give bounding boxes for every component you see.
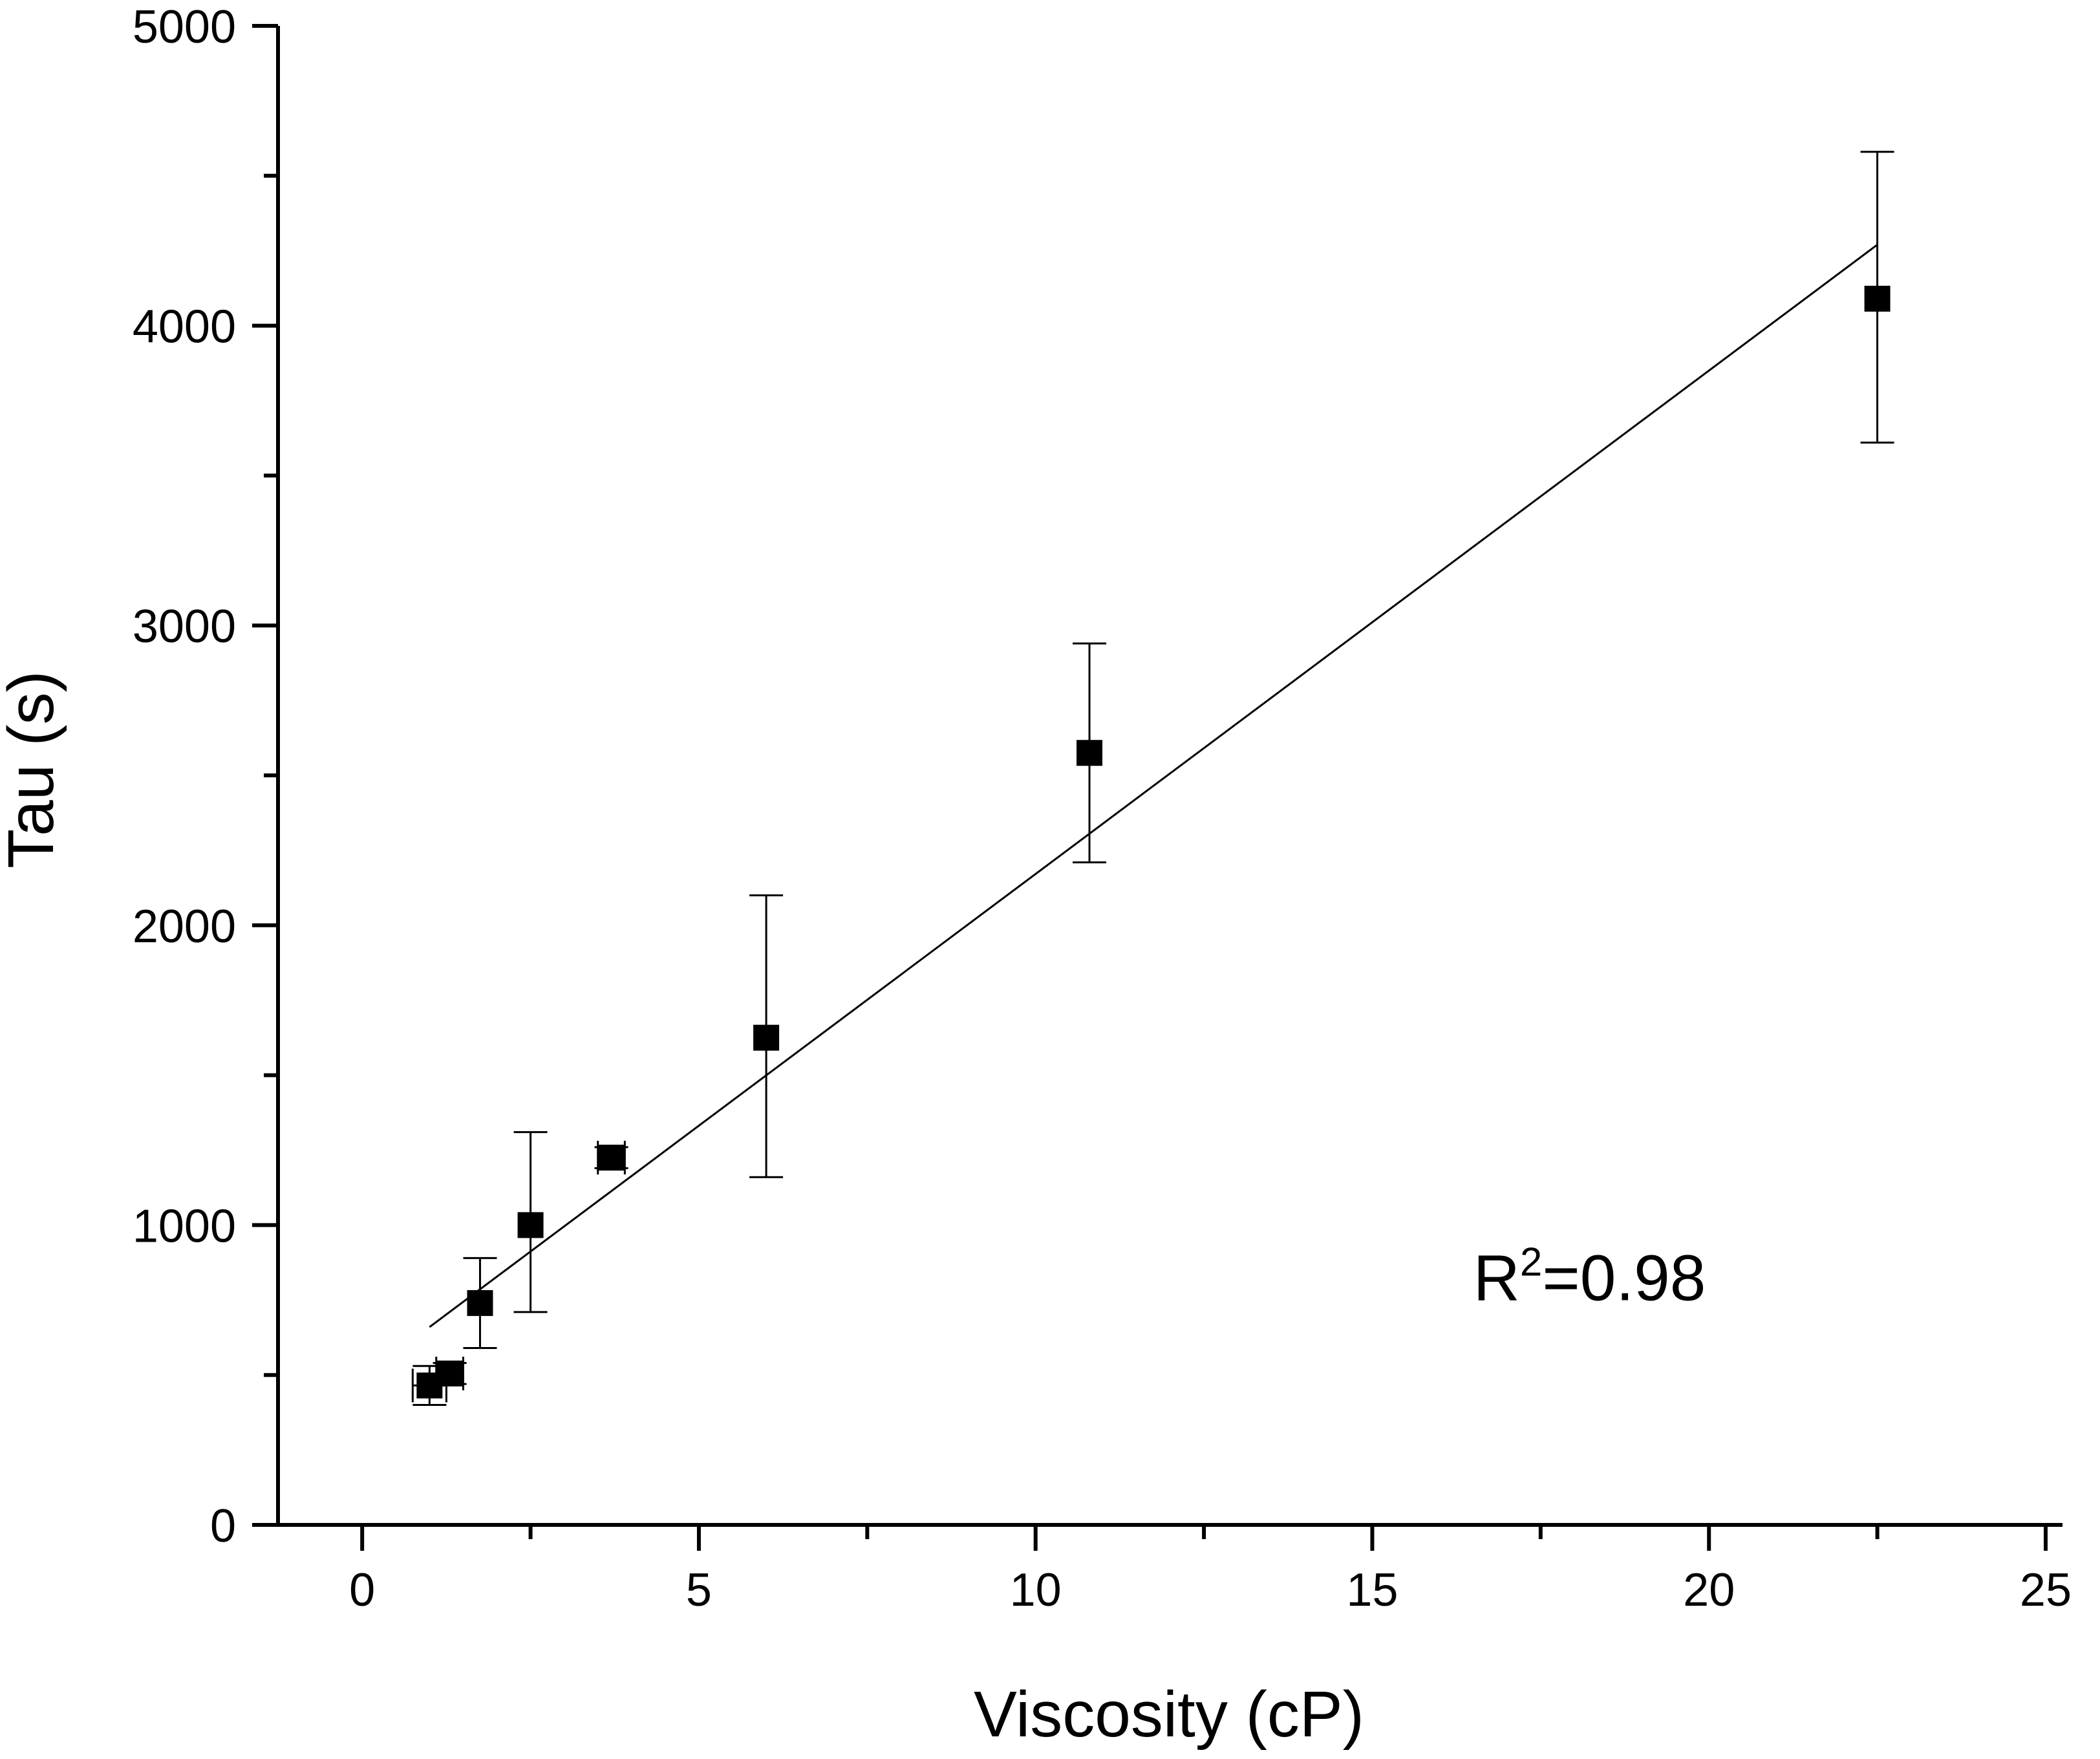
x-tick-label: 25 xyxy=(2020,1564,2072,1616)
y-axis-title: Tau (s) xyxy=(0,671,67,869)
axes xyxy=(252,24,2062,1551)
data-point xyxy=(1864,285,1891,312)
r-squared-value: =0.98 xyxy=(1542,1242,1706,1314)
r-squared-annotation: R2=0.98 xyxy=(1473,1240,1706,1314)
y-tick-label: 1000 xyxy=(133,1200,236,1252)
data-point xyxy=(517,1212,544,1238)
r-squared-superscript: 2 xyxy=(1520,1240,1542,1284)
data-point xyxy=(753,1024,780,1051)
y-tick-label: 4000 xyxy=(133,301,236,353)
linear-fit-line xyxy=(429,244,1878,1328)
data-point xyxy=(436,1360,463,1387)
data-point xyxy=(467,1290,493,1316)
x-tick-label: 15 xyxy=(1346,1564,1398,1616)
x-axis-title: Viscosity (cP) xyxy=(974,1678,1364,1751)
y-tick-label: 0 xyxy=(210,1500,236,1552)
data-point xyxy=(598,1145,625,1171)
r-squared-base: R xyxy=(1473,1242,1520,1314)
fit-line-layer xyxy=(429,244,1878,1328)
y-tick-label: 3000 xyxy=(133,601,236,653)
y-tick-label: 2000 xyxy=(133,901,236,953)
x-tick-label: 0 xyxy=(349,1564,375,1616)
data-point xyxy=(1077,740,1103,766)
y-tick-label: 5000 xyxy=(133,1,236,53)
tick-labels: 0 5 10 15 20 25 0 1000 2000 3000 4000 5000 xyxy=(133,1,2072,1616)
data-point-layer xyxy=(416,285,1891,1399)
error-bar-layer xyxy=(411,151,1894,1407)
x-tick-label: 20 xyxy=(1683,1564,1735,1616)
x-tick-label: 10 xyxy=(1010,1564,1062,1616)
x-tick-label: 5 xyxy=(686,1564,712,1616)
